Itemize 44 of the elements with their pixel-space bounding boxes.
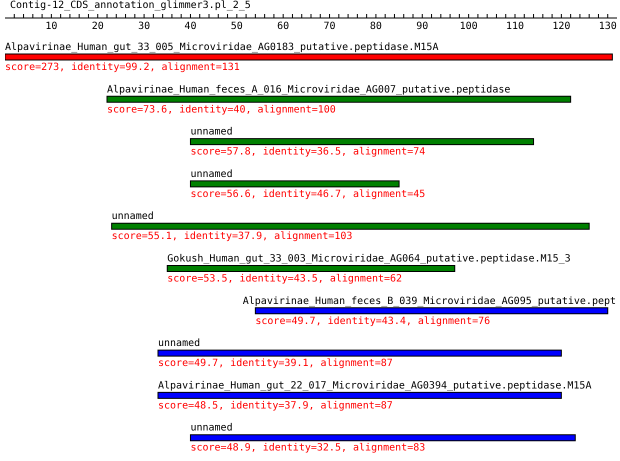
x-tick-label: 110	[506, 21, 524, 32]
bar	[190, 434, 576, 442]
data-label: score=57.8, identity=36.5, alignment=74	[190, 146, 426, 158]
data-label: score=48.9, identity=32.5, alignment=83	[190, 442, 426, 454]
bar	[158, 392, 562, 399]
y-tick-label: unnamed	[190, 168, 233, 180]
data-label: score=49.7, identity=43.4, alignment=76	[255, 316, 490, 327]
y-tick-label: unnamed	[190, 422, 233, 434]
data-label: score=56.6, identity=46.7, alignment=45	[190, 188, 426, 200]
bar	[190, 180, 400, 188]
x-tick-label: 120	[552, 21, 570, 32]
x-tick-label: 20	[92, 21, 104, 32]
y-tick-label: Alpavirinae_Human_feces_A_016_Microviridae_AG007_putative.peptidase	[107, 84, 510, 96]
chart-title: Contig-12_CDS_annotation_glimmer3.pl_2_5	[10, 0, 251, 12]
data-label: score=273, identity=99.2, alignment=131	[5, 62, 240, 73]
x-tick-label: 130	[598, 21, 617, 32]
data-label: score=48.5, identity=37.9, alignment=87	[158, 400, 393, 412]
y-tick-label: Alpavirinae_Human_feces_B_039_Microviridae_AG095_putative.pept	[242, 296, 616, 307]
data-label: score=49.7, identity=39.1, alignment=87	[158, 358, 393, 370]
data-label: score=53.5, identity=43.5, alignment=62	[167, 274, 402, 284]
bar	[5, 54, 613, 60]
data-label: score=55.1, identity=37.9, alignment=103	[112, 231, 352, 242]
y-tick-label: Gokush_Human_gut_33_003_Microviridae_AG064_putative.peptidase.M15_3	[167, 254, 571, 264]
x-tick-label: 100	[460, 21, 478, 32]
x-tick-label: 40	[184, 21, 196, 32]
y-tick-label: Alpavirinae_Human_gut_22_017_Microviridae_AG0394_putative.peptidase.M15A	[158, 380, 592, 392]
bar	[158, 350, 562, 357]
bar	[111, 222, 590, 230]
y-tick-label: unnamed	[112, 211, 154, 222]
bar	[254, 307, 608, 314]
x-tick-label: 10	[45, 21, 58, 32]
x-tick-label: 80	[370, 21, 382, 32]
data-label: score=73.6, identity=40, alignment=100	[107, 104, 336, 116]
bar	[106, 96, 572, 103]
x-tick-label: 30	[138, 21, 150, 32]
x-tick-label: 50	[230, 21, 243, 32]
bar	[190, 138, 534, 146]
y-tick-label: unnamed	[190, 126, 233, 138]
bar	[166, 265, 456, 272]
y-tick-label: unnamed	[158, 338, 200, 350]
x-tick-label: 60	[277, 21, 290, 32]
x-tick-label: 70	[324, 21, 336, 32]
y-tick-label: Alpavirinae_Human_gut_33_005_Microviridae_AG0183_putative.peptidase.M15A	[5, 42, 438, 53]
x-tick-label: 90	[416, 21, 428, 32]
